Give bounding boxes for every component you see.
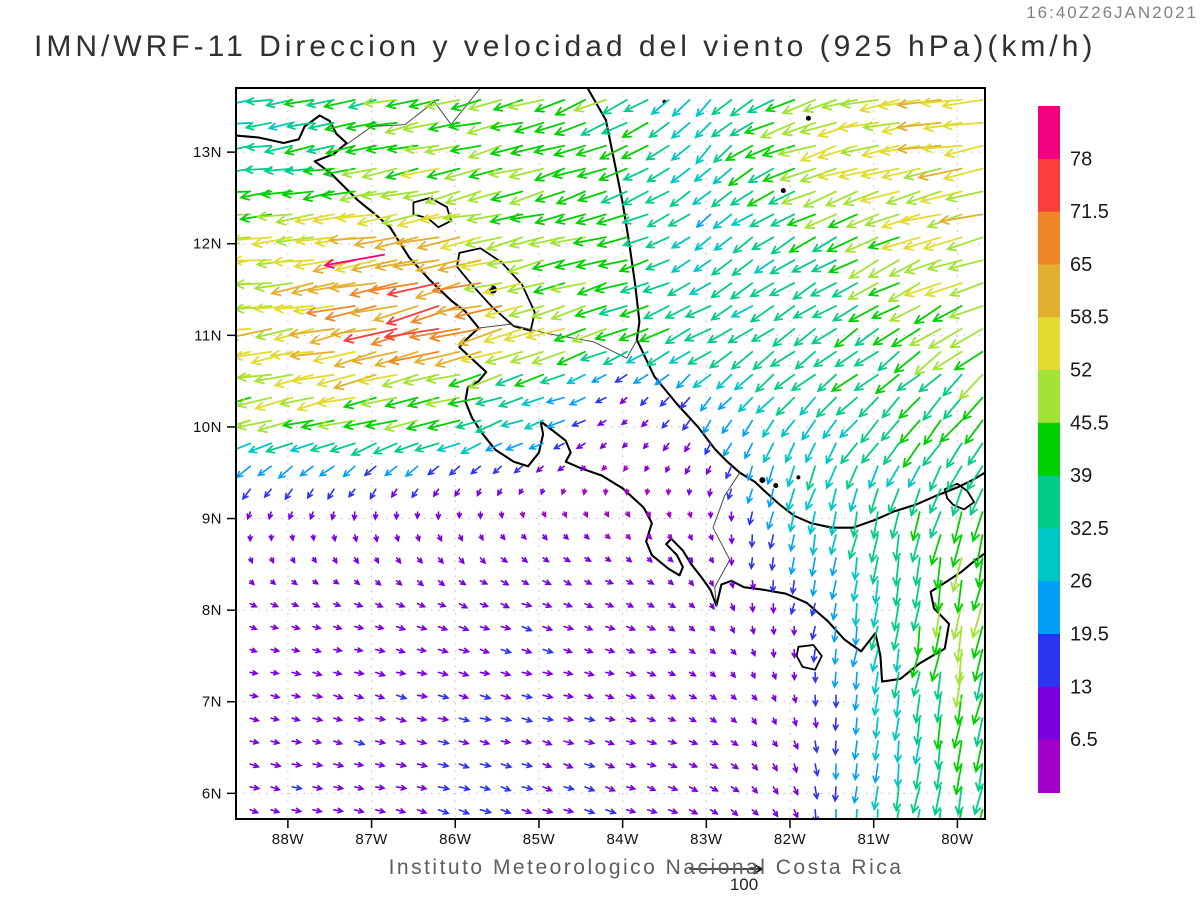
- reference-vector: 100: [689, 863, 764, 894]
- colorbar-label: 45.5: [1070, 412, 1109, 434]
- colorbar-swatch: [1038, 211, 1060, 265]
- lat-tick-label: 6N: [202, 785, 222, 802]
- reference-vector-label: 100: [730, 875, 758, 894]
- lon-tick-label: 83W: [690, 831, 723, 848]
- colorbar-label: 26: [1070, 571, 1092, 593]
- lon-tick-label: 86W: [439, 831, 472, 848]
- colorbar-label: 58.5: [1070, 307, 1109, 329]
- colorbar-label: 39: [1070, 465, 1092, 487]
- lat-tick-label: 9N: [202, 511, 222, 528]
- page-title: IMN/WRF-11 Direccion y velocidad del vie…: [34, 30, 1097, 63]
- lon-tick-label: 85W: [523, 831, 556, 848]
- lat-tick-label: 12N: [193, 236, 222, 253]
- colorbar-label: 6.5: [1070, 729, 1098, 751]
- axis-ticks: [227, 151, 959, 828]
- lon-tick-label: 88W: [272, 831, 305, 848]
- nicaragua-costarica-border: [478, 323, 638, 359]
- caption-text: Instituto Meteorologico Nacional Costa R…: [388, 856, 904, 879]
- colorbar-swatch: [1038, 422, 1060, 477]
- wind-vectors: [236, 97, 984, 819]
- colorbar-swatch: [1038, 686, 1060, 741]
- reference-arrow: [689, 863, 764, 875]
- pacific-coast: [236, 114, 985, 683]
- axis-labels: 13N 12N 11N 10N 9N 8N 7N 6N 88W 87W 86W 85W 84W 83W 82…: [193, 144, 974, 848]
- colorbar-label: 32.5: [1070, 518, 1109, 540]
- colorbar-swatch: [1038, 106, 1060, 160]
- lake-nicaragua: [455, 247, 536, 332]
- lon-tick-label: 80W: [941, 831, 974, 848]
- lat-tick-label: 8N: [202, 602, 222, 619]
- honduras-nicaragua-border: [341, 88, 481, 148]
- colorbar-label: 19.5: [1070, 624, 1109, 646]
- lon-tick-label: 87W: [355, 831, 388, 848]
- escudo-island: [796, 475, 801, 480]
- colorbar-swatch: [1038, 370, 1060, 424]
- map-frame: [235, 87, 986, 820]
- san-andres-island: [780, 188, 786, 194]
- colorbar-label: 65: [1070, 254, 1092, 276]
- colorbar-label: 52: [1070, 360, 1092, 382]
- lon-tick-label: 82W: [774, 831, 807, 848]
- lon-tick-label: 81W: [858, 831, 891, 848]
- bocas-island-2: [773, 483, 779, 489]
- bocas-island-1: [759, 477, 766, 484]
- coiba-island: [795, 644, 823, 671]
- lon-tick-label: 84W: [606, 831, 639, 848]
- colorbar-swatch: [1038, 634, 1060, 688]
- lat-tick-label: 10N: [193, 419, 222, 436]
- lat-tick-label: 11N: [194, 327, 222, 344]
- colorbar-swatch: [1038, 264, 1060, 318]
- colorbar-label: 13: [1070, 676, 1092, 698]
- colorbar-swatch: [1038, 158, 1060, 213]
- colorbar-swatch: [1038, 739, 1060, 793]
- colorbar: 78 71.5 65 58.5 52 45.5 39 32.5 26 19.5 13 6.5: [1038, 106, 1109, 793]
- costarica-panama-border: [712, 472, 741, 607]
- gatun-lake: [943, 482, 975, 511]
- colorbar-swatch: [1038, 528, 1060, 582]
- providencia-island: [805, 115, 811, 121]
- colorbar-swatch: [1038, 475, 1060, 529]
- lat-tick-label: 13N: [193, 144, 222, 161]
- colorbar-swatch: [1038, 317, 1060, 371]
- colorbar-swatch: [1038, 581, 1060, 635]
- timestamp: 16:40Z26JAN2021: [1026, 3, 1198, 22]
- colorbar-label: 71.5: [1070, 201, 1109, 223]
- lat-tick-label: 7N: [202, 694, 222, 711]
- colorbar-label: 78: [1070, 148, 1092, 170]
